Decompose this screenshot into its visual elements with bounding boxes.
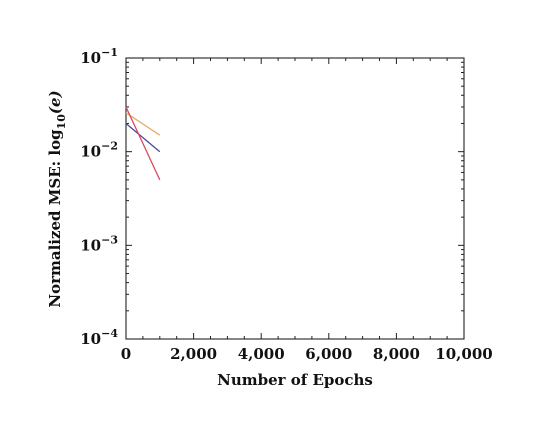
x-tick-label: 2,000 [170,345,217,363]
y-axis-label-subscript: 10 [55,114,68,130]
x-tick-label: 10,000 [435,345,492,363]
x-tick-label: 4,000 [238,345,285,363]
plot-area [126,58,464,339]
y-axis: 10−1 10−2 10−3 10−4 [80,46,464,348]
y-tick-label: 10−2 [80,140,118,161]
y-axis-label-argument: (e) [46,90,64,114]
plot-frame [126,58,464,339]
series-lines [126,107,160,180]
y-axis-label: Normalized MSE: log10(e) [46,90,68,307]
x-axis-label: Number of Epochs [217,371,373,389]
x-tick-label: 0 [121,345,131,363]
x-tick-label: 6,000 [305,345,352,363]
x-tick-label: 8,000 [373,345,420,363]
series-line-1 [126,113,160,135]
y-axis-label-text: Normalized MSE: log [46,129,64,308]
series-line-2 [126,124,160,152]
y-tick-label: 10−4 [80,327,118,348]
y-tick-label: 10−1 [80,46,118,67]
x-axis: 0 2,000 4,000 6,000 8,000 10,000 [121,58,493,363]
y-tick-label: 10−3 [80,233,118,254]
series-line-3 [126,107,160,180]
